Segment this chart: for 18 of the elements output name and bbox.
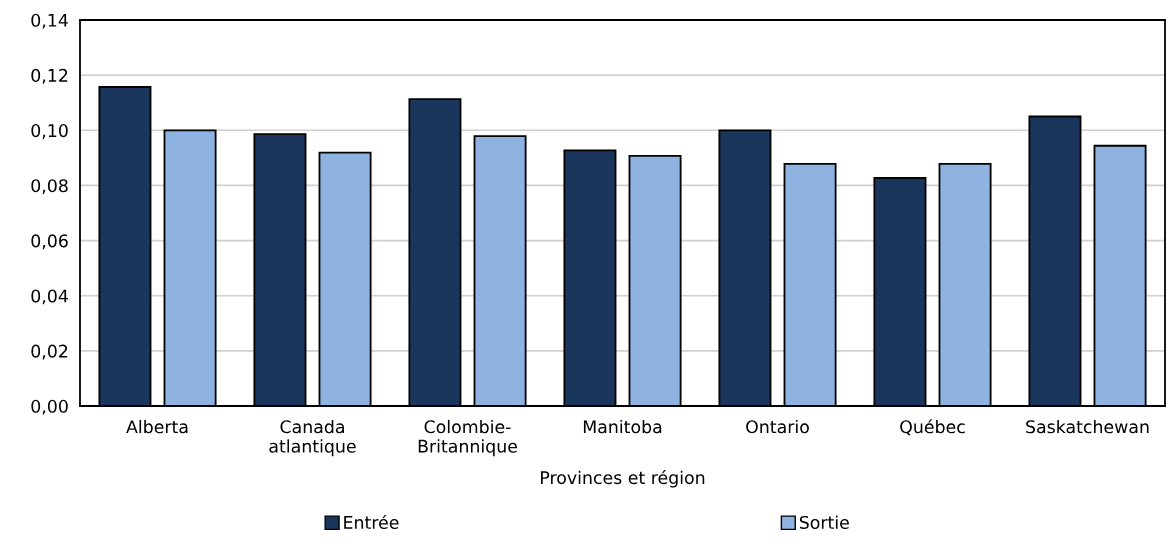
y-tick-label: 0,00 <box>31 399 68 415</box>
x-tick-label: Québec <box>900 419 965 436</box>
x-tick-label: Alberta <box>126 419 188 434</box>
x-tick-label: Canada atlantique <box>269 419 356 457</box>
x-tick-label: Ontario <box>746 419 809 434</box>
x-tick-label: Colombie- Britannique <box>418 419 517 457</box>
legend-label: Entrée <box>344 514 399 530</box>
x-axis-title: Provinces et région <box>541 470 705 488</box>
y-tick-label: 0,08 <box>31 179 68 195</box>
y-tick-label: 0,06 <box>31 234 68 250</box>
y-tick-label: 0,10 <box>31 124 68 139</box>
legend-label: Sortie <box>799 515 849 530</box>
y-tick-label: 0,02 <box>31 344 68 360</box>
x-tick-label: Manitoba <box>583 419 662 434</box>
x-tick-label: Saskatchewan <box>1026 419 1149 434</box>
y-tick-label: 0,14 <box>31 13 68 29</box>
y-tick-label: 0,04 <box>31 289 68 305</box>
y-tick-label: 0,12 <box>31 68 68 84</box>
